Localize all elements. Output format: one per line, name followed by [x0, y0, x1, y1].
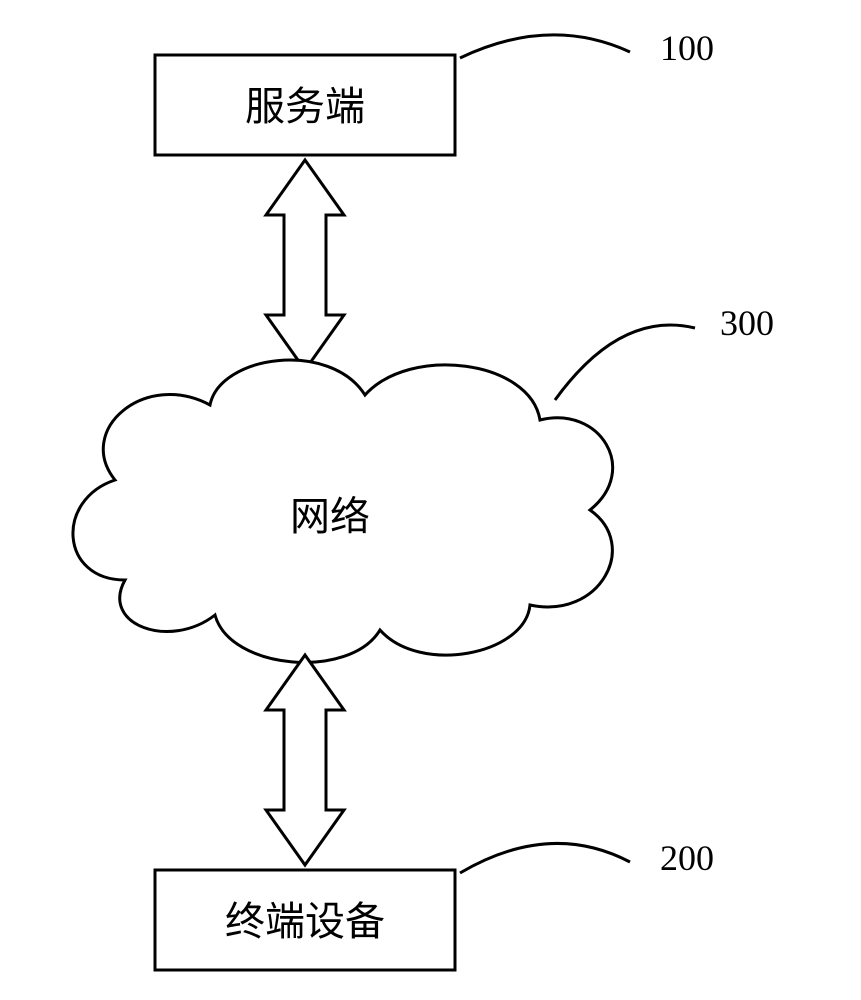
leader-200 — [460, 843, 630, 873]
server-label: 服务端 — [245, 84, 365, 129]
ref-100: 100 — [660, 28, 714, 68]
arrow-server-network — [266, 160, 344, 370]
architecture-diagram: 服务端 100 网络 300 终端设备 200 — [0, 0, 861, 1000]
arrow-network-terminal — [266, 655, 344, 865]
terminal-node: 终端设备 — [155, 870, 455, 970]
server-node: 服务端 — [155, 55, 455, 155]
ref-200: 200 — [660, 838, 714, 878]
ref-300: 300 — [720, 303, 774, 343]
terminal-label: 终端设备 — [225, 899, 385, 944]
leader-300 — [555, 325, 695, 400]
leader-100 — [460, 35, 630, 58]
network-label: 网络 — [290, 494, 370, 539]
network-node: 网络 — [73, 360, 613, 662]
